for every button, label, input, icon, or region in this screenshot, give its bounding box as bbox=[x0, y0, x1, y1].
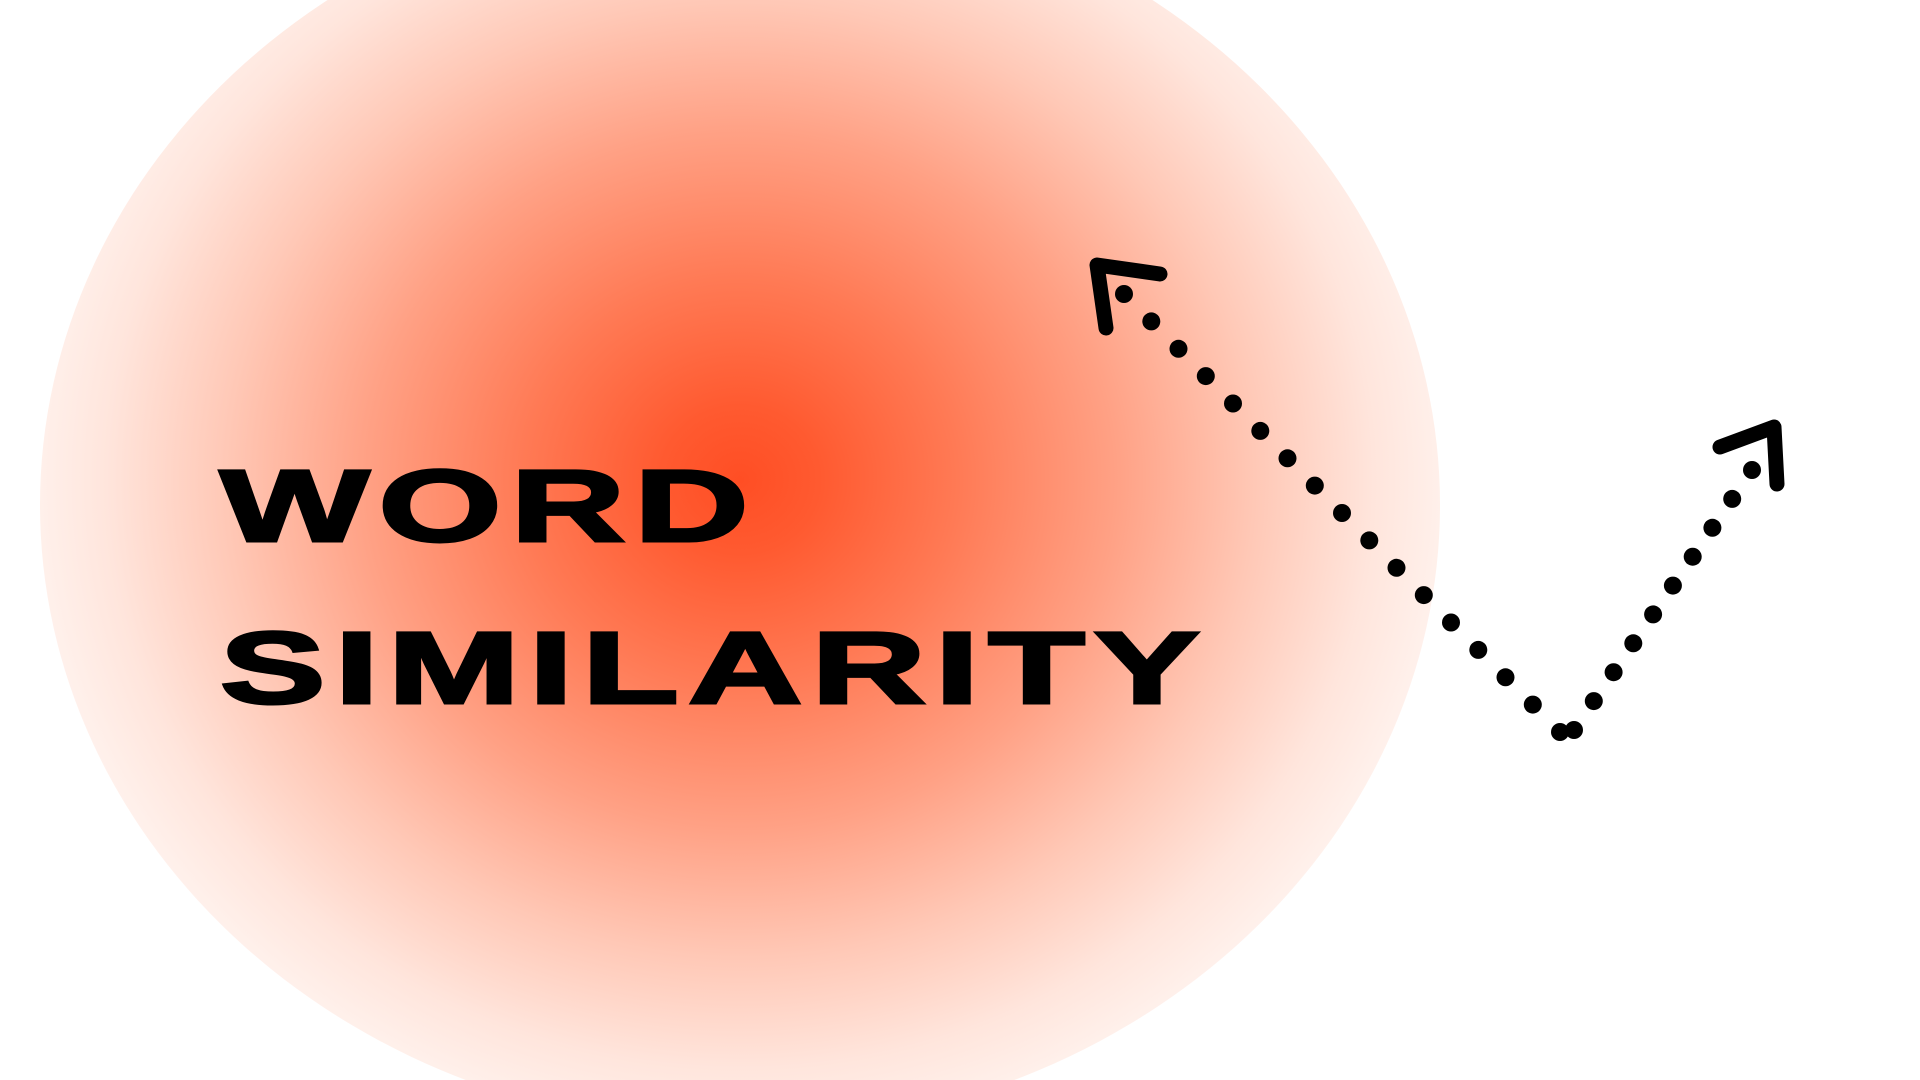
right-dotted-line bbox=[1565, 461, 1761, 739]
orange-radial-glow bbox=[40, 0, 1440, 1080]
right-dot bbox=[1683, 547, 1702, 566]
right-dot bbox=[1584, 692, 1603, 711]
title-line-word: WORD bbox=[218, 449, 758, 563]
right-dot bbox=[1663, 576, 1682, 595]
right-dot bbox=[1604, 663, 1623, 682]
right-dot bbox=[1624, 634, 1643, 653]
left-dot bbox=[1469, 640, 1488, 659]
right-arrowhead-icon bbox=[1712, 419, 1785, 492]
poster-title: WORD SIMILARITY bbox=[218, 454, 1202, 721]
left-dot bbox=[1523, 695, 1542, 714]
right-dot bbox=[1723, 489, 1742, 508]
left-dot bbox=[1442, 613, 1460, 632]
right-dot bbox=[1565, 721, 1583, 739]
right-dot bbox=[1644, 605, 1663, 624]
title-line-similarity: SIMILARITY bbox=[218, 611, 1209, 725]
right-dot bbox=[1703, 518, 1722, 537]
left-dot bbox=[1496, 668, 1515, 687]
right-dot bbox=[1743, 461, 1761, 479]
left-dot bbox=[1551, 723, 1569, 741]
